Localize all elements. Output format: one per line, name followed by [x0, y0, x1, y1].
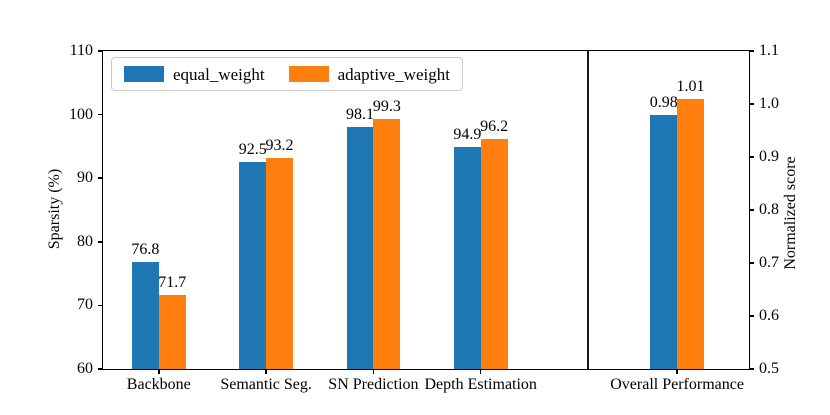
- x-axis-tick: [479, 369, 482, 374]
- bar-adaptive_weight: [480, 138, 508, 369]
- bar-value-label: 98.1: [346, 105, 374, 123]
- bar-value-label: 99.3: [372, 98, 401, 116]
- left-axis-tick-label: 60: [77, 360, 93, 377]
- right-axis-tick: [749, 209, 754, 211]
- left-axis-tick-label: 70: [77, 296, 93, 314]
- right-axis-tick: [749, 50, 754, 52]
- bar-equal_weight: [346, 126, 374, 369]
- bar-equal_weight: [650, 114, 678, 369]
- left-axis-tick: [98, 304, 103, 307]
- bar-adaptive_weight: [677, 98, 704, 369]
- left-axis-tick-label: 110: [69, 42, 93, 59]
- x-axis-category-label: SN Prediction: [328, 376, 419, 393]
- left-axis-tick: [98, 368, 103, 370]
- right-axis-tick-label: 1.0: [759, 95, 779, 112]
- equal-weight-swatch-icon: [124, 66, 164, 82]
- legend-entry-adaptive-weight: adaptive_weight: [288, 64, 450, 84]
- x-axis-tick: [372, 369, 375, 374]
- bar-equal_weight: [453, 147, 481, 369]
- bar-value-label: 1.01: [676, 77, 705, 95]
- panel-divider-line: [587, 51, 589, 369]
- bar-value-label: 93.2: [265, 136, 294, 154]
- bar-value-label: 92.5: [238, 141, 267, 159]
- plot-area: equal_weight adaptive_weight 60 70 80 90 100…: [69, 43, 779, 393]
- x-axis-tick: [158, 369, 160, 374]
- right-y-axis-title: Normalized score: [782, 156, 799, 270]
- bar-adaptive_weight: [266, 157, 293, 369]
- left-axis-tick: [98, 113, 103, 116]
- bar-value-label: 94.9: [453, 126, 482, 144]
- bar-adaptive_weight: [373, 119, 401, 369]
- right-axis-tick: [749, 368, 754, 370]
- legend-label-equal-weight: equal_weight: [173, 64, 265, 84]
- adaptive-weight-swatch-icon: [288, 66, 329, 82]
- bar-value-label: 76.8: [131, 241, 160, 259]
- right-axis-tick-label: 1.1: [759, 42, 779, 59]
- bar-equal_weight: [131, 262, 159, 369]
- x-axis-tick: [676, 369, 678, 374]
- right-axis-tick: [749, 103, 754, 105]
- left-axis-tick-label: 90: [77, 169, 93, 187]
- x-axis-category-label: Depth Estimation: [424, 376, 537, 393]
- left-axis-tick-label: 100: [69, 105, 93, 123]
- right-axis-tick-label: 0.8: [759, 201, 779, 218]
- bar-value-label: 96.2: [480, 117, 509, 135]
- left-axis-tick: [98, 177, 103, 179]
- legend-label-adaptive-weight: adaptive_weight: [337, 64, 450, 84]
- x-axis-category-label: Overall Performance: [610, 376, 744, 393]
- right-axis-tick-label: 0.6: [759, 307, 779, 324]
- legend-entry-equal-weight: equal_weight: [124, 66, 265, 83]
- left-axis-tick: [98, 241, 103, 243]
- left-axis-tick: [98, 50, 103, 52]
- right-axis-tick-label: 0.9: [759, 148, 779, 165]
- right-axis-tick: [749, 156, 754, 158]
- x-axis-tick: [265, 369, 267, 374]
- bar-equal_weight: [239, 162, 267, 369]
- right-axis-tick-label: 0.7: [759, 254, 779, 271]
- left-axis-tick-label: 80: [77, 232, 93, 250]
- bar-adaptive_weight: [158, 294, 186, 369]
- bar-value-label: 71.7: [158, 273, 187, 291]
- bar-value-label: 0.98: [649, 93, 678, 111]
- legend: equal_weight adaptive_weight: [111, 57, 463, 91]
- right-axis-tick-label: 0.5: [759, 360, 779, 377]
- left-y-axis-title: Sparsity (%): [46, 168, 63, 250]
- right-axis-tick: [749, 315, 754, 317]
- right-axis-tick: [749, 262, 754, 264]
- x-axis-category-label: Backbone: [126, 376, 191, 393]
- x-axis-category-label: Semantic Seg.: [220, 376, 312, 393]
